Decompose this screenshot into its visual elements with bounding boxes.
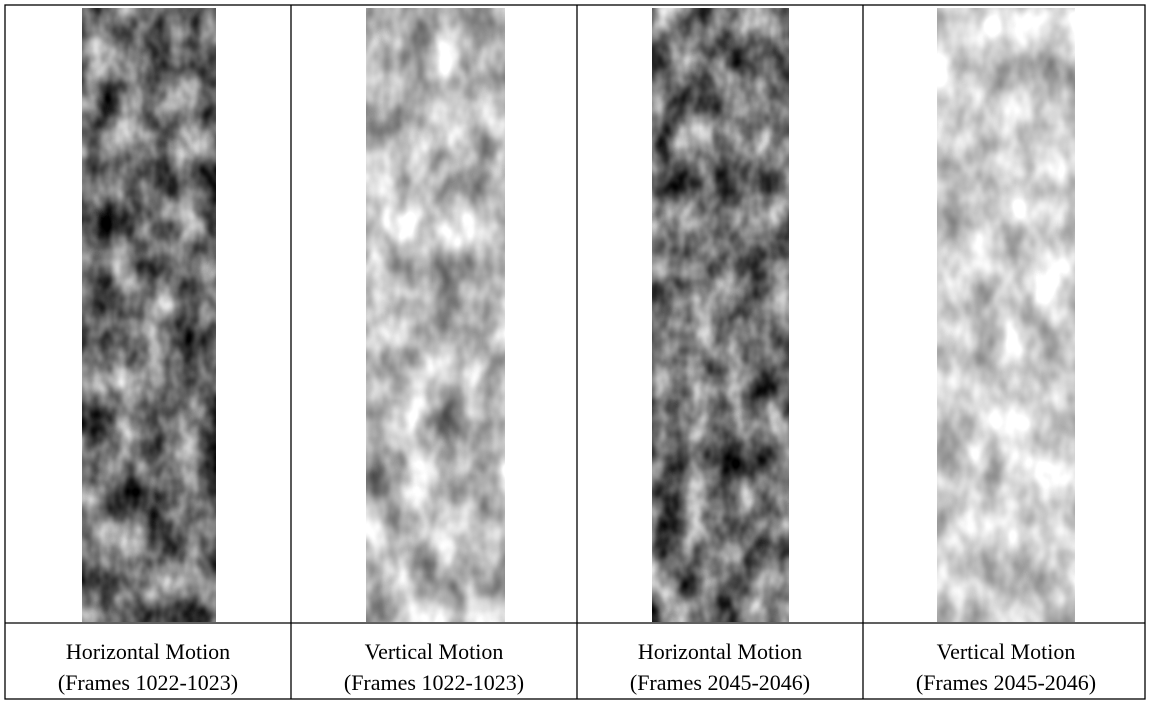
caption-frames: (Frames 1022-1023) — [344, 670, 524, 695]
caption-title: Vertical Motion — [365, 639, 504, 664]
caption-title: Horizontal Motion — [66, 639, 230, 664]
motion-image — [652, 8, 789, 622]
caption-title: Horizontal Motion — [638, 639, 802, 664]
table-border — [4, 4, 1146, 700]
caption-frames: (Frames 2045-2046) — [630, 670, 810, 695]
caption-frames: (Frames 2045-2046) — [916, 670, 1096, 695]
motion-image — [937, 8, 1075, 622]
motion-image — [366, 8, 505, 622]
motion-image — [82, 8, 216, 622]
caption-frames: (Frames 1022-1023) — [58, 670, 238, 695]
caption-title: Vertical Motion — [937, 639, 1076, 664]
